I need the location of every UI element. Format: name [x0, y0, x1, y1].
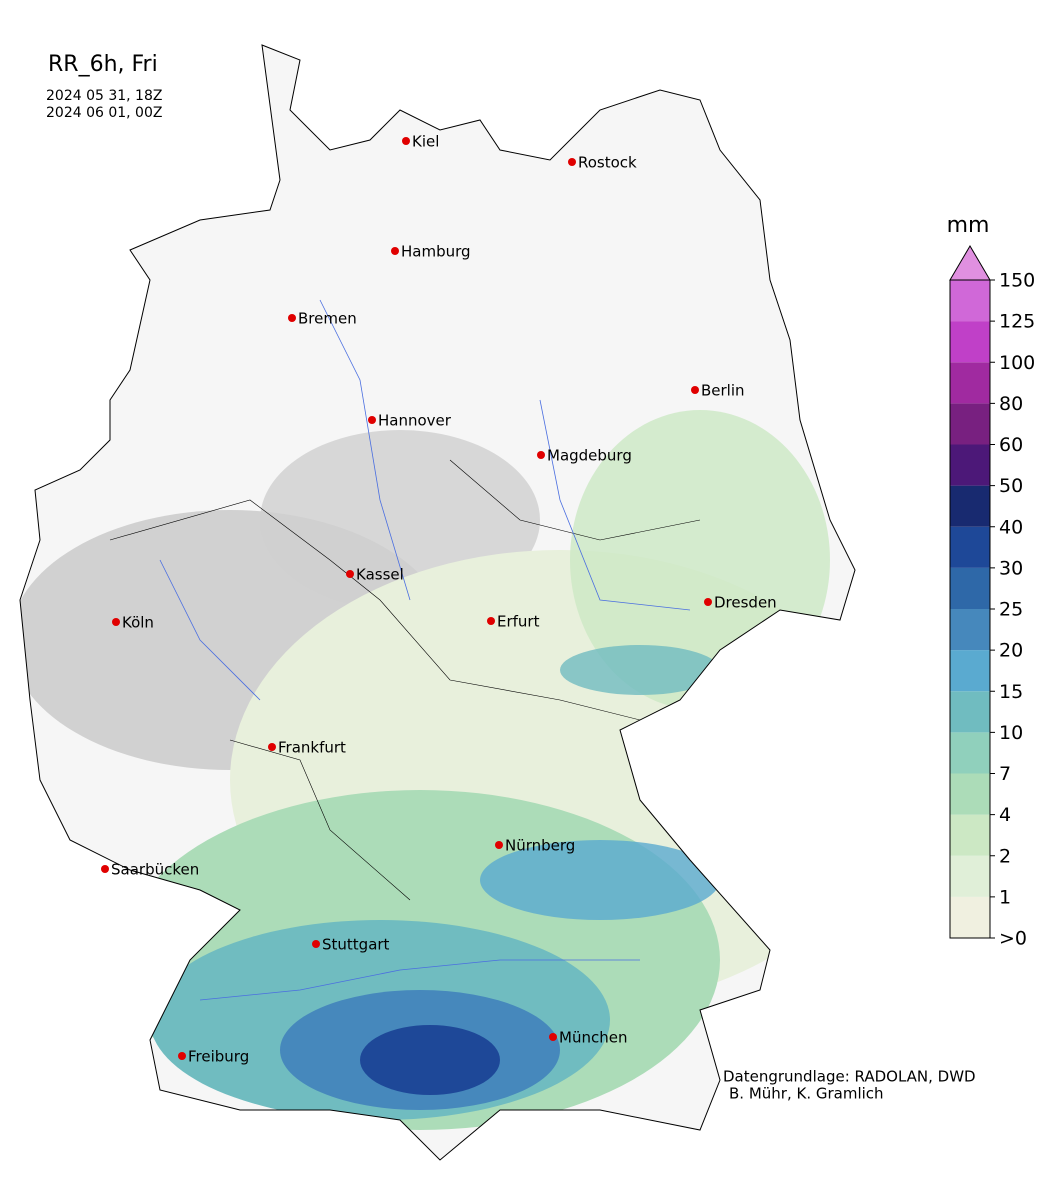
- city-label: Stuttgart: [322, 936, 390, 954]
- colorbar-segment: [950, 773, 990, 815]
- city-label: Hamburg: [401, 243, 471, 261]
- city-dot: [568, 158, 576, 166]
- city-label: Freiburg: [188, 1048, 249, 1066]
- city-label: Kiel: [412, 133, 439, 151]
- colorbar-segment: [950, 444, 990, 486]
- colorbar-extend: [949, 245, 991, 281]
- colorbar-tick-label: 25: [999, 599, 1023, 621]
- credit-line: Datengrundlage: RADOLAN, DWD: [723, 1068, 976, 1086]
- colorbar-tick-label: 80: [999, 393, 1023, 415]
- city-dot: [112, 618, 120, 626]
- colorbar-segment: [950, 403, 990, 445]
- city-label: Saarbücken: [111, 861, 199, 879]
- colorbar-unit: mm: [947, 213, 990, 238]
- colorbar-tick-label: 10: [999, 722, 1023, 744]
- colorbar-tick-label: >0: [999, 928, 1027, 950]
- date-line: 2024 06 01, 00Z: [46, 105, 162, 121]
- colorbar-tick-label: 150: [999, 270, 1035, 292]
- colorbar-tick-label: 60: [999, 434, 1023, 456]
- colorbar-tick-label: 4: [999, 804, 1011, 826]
- city-label: Berlin: [701, 382, 745, 400]
- city-label: Magdeburg: [547, 447, 632, 465]
- colorbar-segment: [950, 650, 990, 692]
- city-dot: [487, 617, 495, 625]
- city-label: Nürnberg: [505, 837, 575, 855]
- city-label: Bremen: [298, 310, 357, 328]
- city-dot: [549, 1033, 557, 1041]
- city-dot: [288, 314, 296, 322]
- city-dot: [268, 743, 276, 751]
- city-label: Köln: [122, 614, 154, 632]
- city-dot: [537, 451, 545, 459]
- map-title: RR_6h, Fri: [48, 52, 158, 77]
- colorbar-tick-label: 2: [999, 845, 1011, 867]
- city-dot: [495, 841, 503, 849]
- date-line: 2024 05 31, 18Z: [46, 88, 162, 104]
- colorbar-tick-label: 30: [999, 557, 1023, 579]
- colorbar-tick-label: 125: [999, 311, 1035, 333]
- colorbar-segment: [950, 814, 990, 856]
- city-dot: [101, 865, 109, 873]
- city-label: Dresden: [714, 594, 777, 612]
- colorbar-tick-label: 1: [999, 886, 1011, 908]
- city-dot: [691, 386, 699, 394]
- city-label: Kassel: [356, 566, 404, 584]
- colorbar-segment: [950, 567, 990, 609]
- city-label: Erfurt: [497, 613, 540, 631]
- city-label: Hannover: [378, 412, 452, 430]
- colorbar-segment: [950, 485, 990, 527]
- city-label: Rostock: [578, 154, 637, 172]
- city-label: München: [559, 1029, 627, 1047]
- colorbar-segment: [950, 691, 990, 733]
- city-label: Frankfurt: [278, 739, 346, 757]
- colorbar-tick-label: 100: [999, 352, 1035, 374]
- colorbar-segment: [950, 732, 990, 774]
- credit-line: B. Mühr, K. Gramlich: [729, 1085, 884, 1103]
- city-dot: [402, 137, 410, 145]
- colorbar-tick-label: 20: [999, 640, 1023, 662]
- city-dot: [312, 940, 320, 948]
- colorbar-segment: [950, 855, 990, 897]
- city-dot: [346, 570, 354, 578]
- city-dot: [368, 416, 376, 424]
- colorbar-tick-label: 15: [999, 681, 1023, 703]
- colorbar-tick-label: 7: [999, 763, 1011, 785]
- city-dot: [391, 247, 399, 255]
- colorbar-segment: [950, 321, 990, 363]
- colorbar-segment: [950, 362, 990, 404]
- colorbar-segment: [950, 280, 990, 322]
- city-dot: [178, 1052, 186, 1060]
- colorbar-tick-label: 50: [999, 475, 1023, 497]
- colorbar-segment: [950, 609, 990, 651]
- colorbar-tick-label: 40: [999, 516, 1023, 538]
- city-dot: [704, 598, 712, 606]
- colorbar-segment: [950, 896, 990, 938]
- colorbar-segment: [950, 526, 990, 568]
